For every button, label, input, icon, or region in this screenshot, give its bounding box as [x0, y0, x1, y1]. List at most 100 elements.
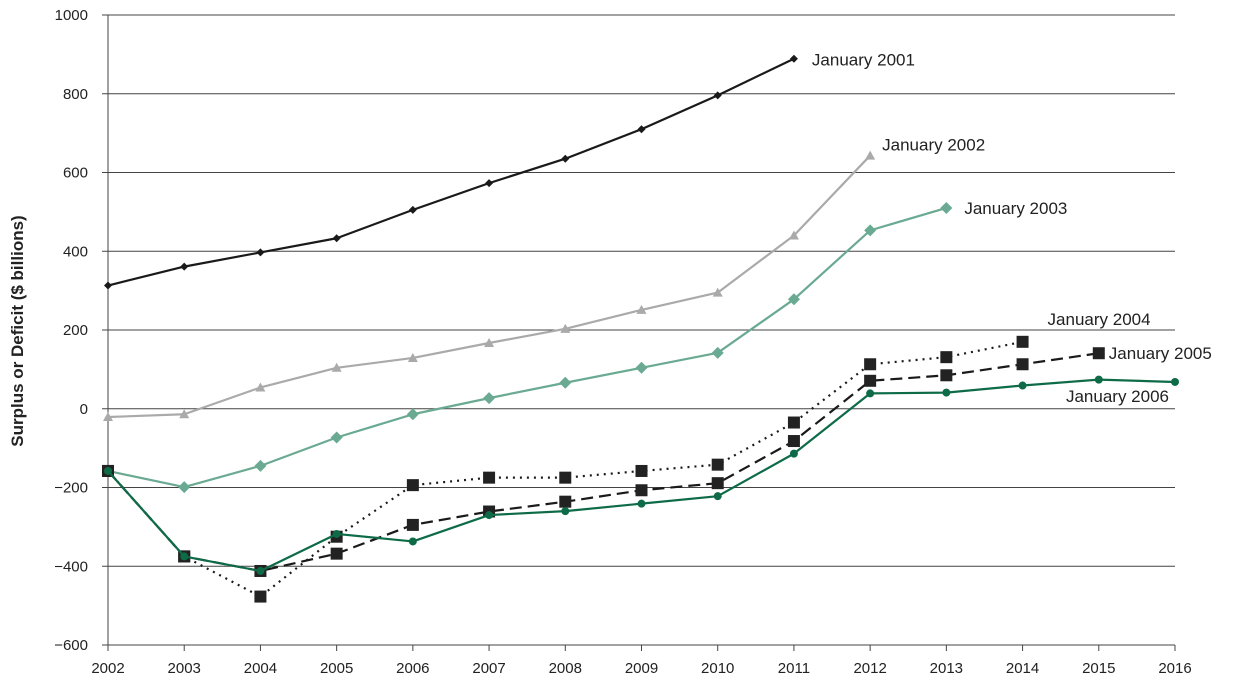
- data-point-marker: [864, 374, 877, 387]
- data-point-marker: [254, 459, 267, 472]
- x-tick-labels: 2002 2003 2004 2005 2006 2007 2008 2009 2010 2011…: [91, 660, 1191, 677]
- x-tick-label: 2014: [1006, 660, 1039, 677]
- data-point-marker: [635, 484, 648, 497]
- data-point-marker: [635, 361, 648, 374]
- y-tick-label: 0: [80, 401, 88, 418]
- y-tick-label: 600: [63, 165, 88, 182]
- data-point-marker: [637, 499, 646, 508]
- data-point-marker: [789, 54, 798, 63]
- data-point-marker: [787, 416, 800, 429]
- data-point-marker: [866, 389, 875, 398]
- data-point-marker: [330, 431, 343, 444]
- data-point-marker: [331, 362, 342, 372]
- series-label: January 2002: [882, 136, 985, 155]
- x-tick-label: 2009: [625, 660, 658, 677]
- data-point-marker: [561, 154, 570, 163]
- series-group: [102, 54, 1179, 603]
- y-tick-label: 800: [63, 86, 88, 103]
- series-january-2004: [102, 335, 1029, 603]
- x-tick-label: 2011: [778, 660, 810, 677]
- data-point-marker: [180, 552, 189, 561]
- data-point-marker: [254, 590, 267, 603]
- series-label: January 2003: [964, 199, 1067, 218]
- grid-lines: [108, 14, 1175, 567]
- x-tick-label: 2008: [549, 660, 582, 677]
- data-point-marker: [483, 392, 496, 405]
- data-point-marker: [1016, 358, 1029, 371]
- data-point-marker: [104, 281, 112, 290]
- x-tick-label: 2006: [396, 660, 429, 677]
- data-point-marker: [1018, 381, 1027, 390]
- data-point-marker: [712, 287, 723, 297]
- data-point-marker: [1094, 375, 1103, 384]
- series-line: [107, 352, 1099, 573]
- data-point-marker: [559, 376, 572, 389]
- data-point-marker: [787, 293, 800, 306]
- data-point-marker: [711, 458, 724, 471]
- series-line: [107, 154, 871, 419]
- data-point-marker: [407, 352, 418, 362]
- x-tick-label: 2015: [1082, 660, 1115, 677]
- data-point-marker: [406, 518, 419, 531]
- data-point-marker: [636, 304, 647, 314]
- series-label: January 2004: [1048, 310, 1151, 329]
- data-point-marker: [332, 234, 341, 243]
- data-point-marker: [865, 150, 876, 160]
- data-point-marker: [713, 492, 722, 501]
- series-labels: January 2001 January 2002 January 2003 Janu…: [812, 51, 1212, 406]
- data-point-marker: [940, 369, 953, 382]
- data-point-marker: [560, 323, 571, 333]
- data-point-marker: [789, 449, 798, 458]
- data-point-marker: [788, 230, 799, 240]
- data-point-marker: [104, 466, 112, 475]
- data-point-marker: [180, 262, 189, 271]
- data-point-marker: [637, 125, 646, 134]
- data-point-marker: [332, 529, 341, 538]
- data-point-marker: [485, 179, 494, 188]
- data-point-marker: [255, 382, 266, 392]
- data-point-marker: [179, 409, 190, 419]
- series-january-2001: [104, 54, 798, 290]
- data-point-marker: [406, 408, 419, 421]
- data-point-marker: [864, 358, 877, 371]
- data-point-marker: [559, 471, 572, 484]
- series-label: January 2005: [1109, 344, 1212, 363]
- x-tick-label: 2005: [320, 660, 353, 677]
- data-point-marker: [864, 224, 877, 237]
- x-tick-label: 2012: [853, 660, 886, 677]
- data-point-marker: [1092, 347, 1105, 360]
- y-tick-label: −600: [54, 637, 88, 654]
- data-point-marker: [485, 511, 494, 520]
- series-line: [107, 57, 795, 287]
- series-label: January 2001: [812, 51, 915, 70]
- x-tick-label: 2004: [244, 660, 277, 677]
- data-point-marker: [561, 507, 570, 516]
- y-tick-label: −200: [54, 480, 88, 497]
- series-line: [107, 206, 947, 489]
- data-point-marker: [711, 477, 724, 490]
- data-point-marker: [408, 205, 417, 214]
- series-january-2003: [102, 201, 953, 494]
- y-tick-label: 400: [63, 243, 88, 260]
- data-point-marker: [635, 464, 648, 477]
- x-tick-label: 2010: [701, 660, 734, 677]
- axes: [102, 14, 1176, 651]
- data-point-marker: [103, 412, 113, 422]
- y-tick-label: 1000: [55, 7, 88, 24]
- data-point-marker: [940, 351, 953, 364]
- x-tick-label: 2002: [91, 660, 124, 677]
- series-label: January 2006: [1066, 387, 1169, 406]
- data-point-marker: [256, 566, 265, 575]
- data-point-marker: [256, 248, 265, 257]
- series-january-2006: [104, 375, 1179, 575]
- series-january-2005: [102, 347, 1105, 577]
- data-point-marker: [484, 337, 495, 347]
- data-point-marker: [483, 471, 496, 484]
- data-point-marker: [406, 479, 419, 492]
- data-point-marker: [408, 537, 417, 546]
- data-point-marker: [787, 435, 800, 448]
- x-tick-label: 2016: [1158, 660, 1191, 677]
- x-tick-label: 2003: [168, 660, 201, 677]
- x-tick-label: 2007: [472, 660, 505, 677]
